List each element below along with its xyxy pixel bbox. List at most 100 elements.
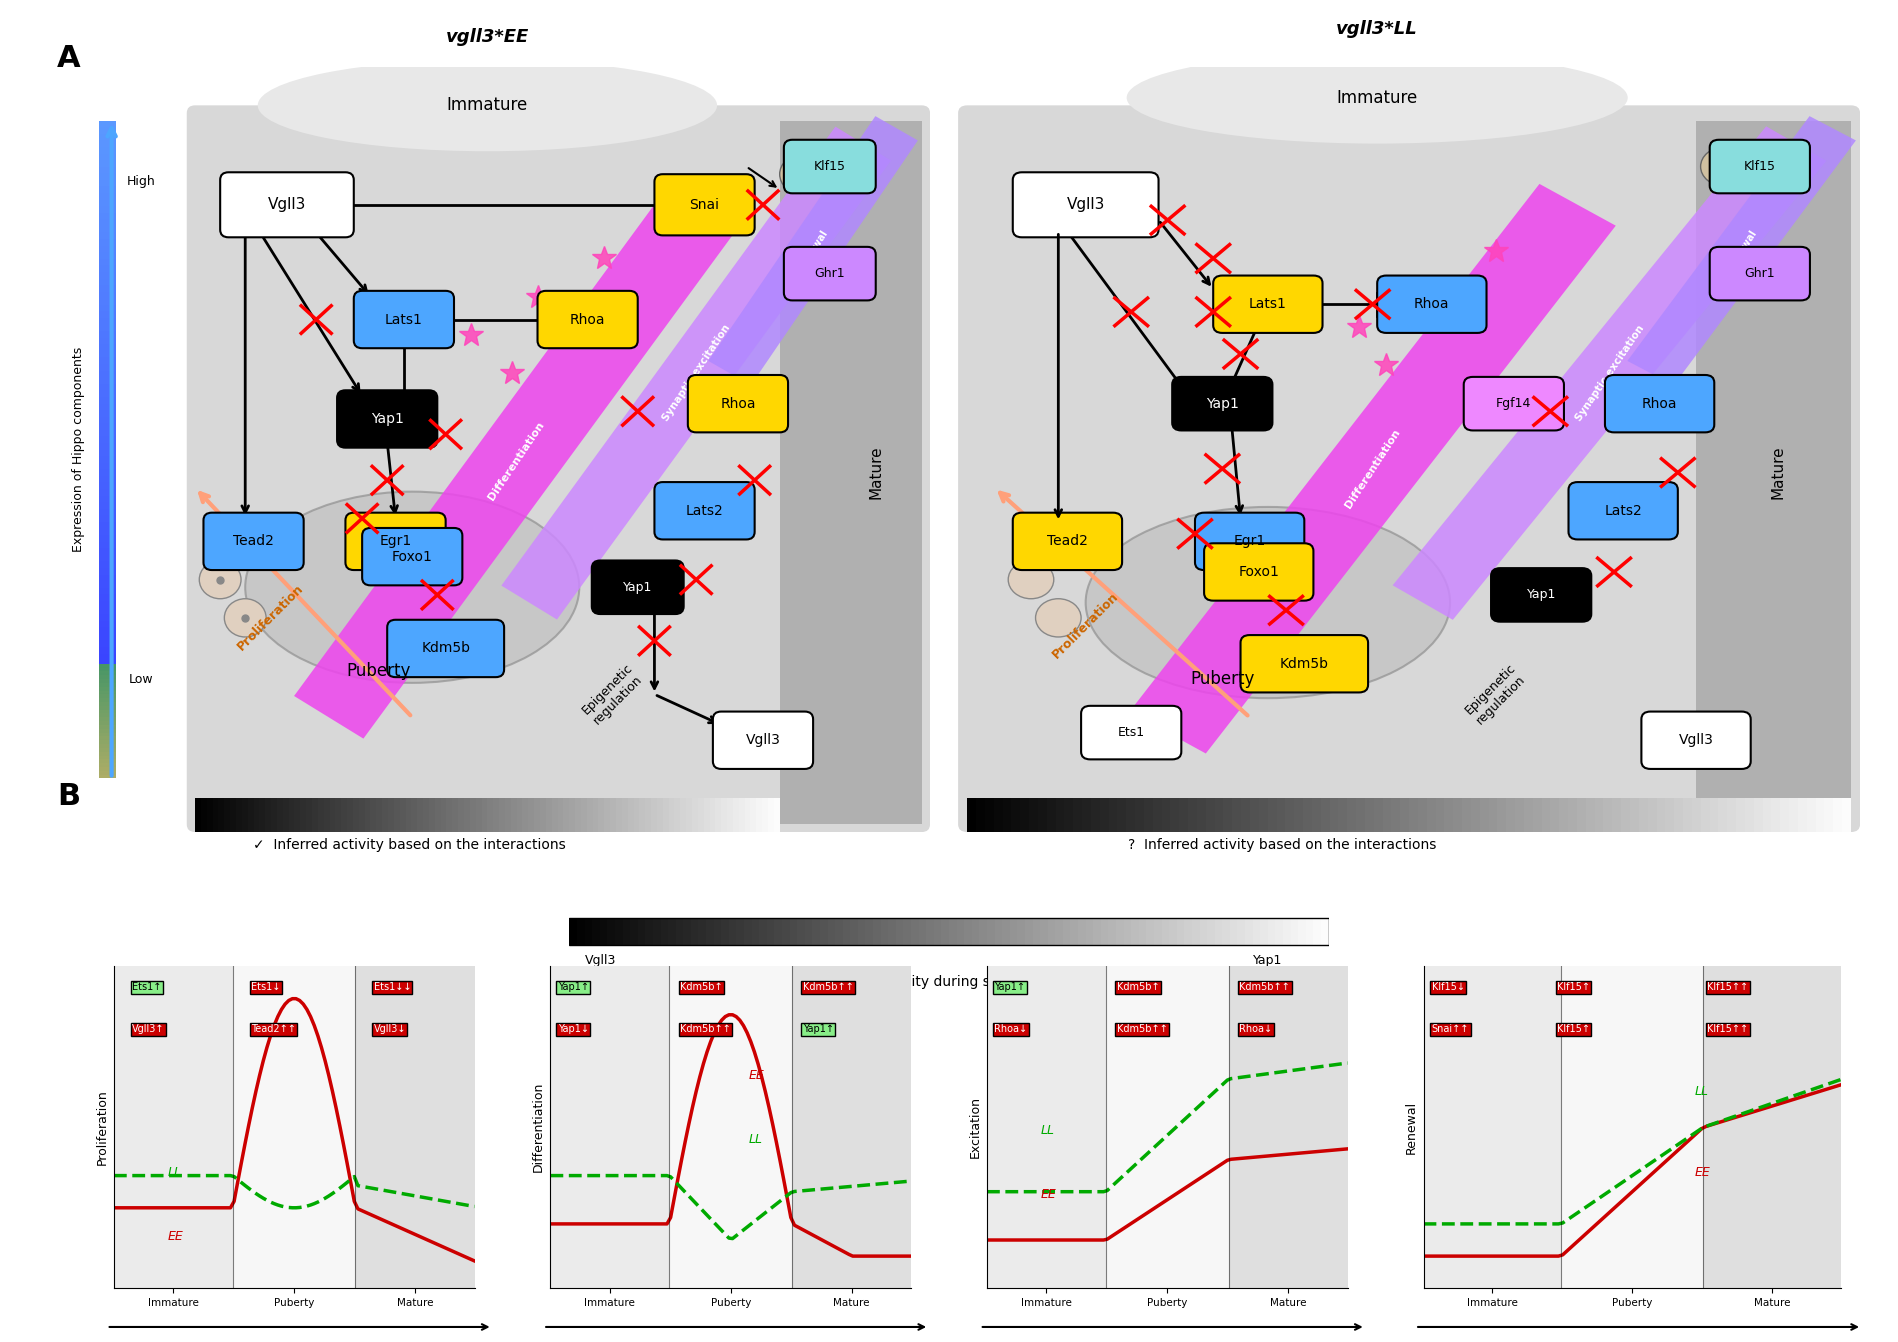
Bar [1312,797,1321,832]
FancyBboxPatch shape [1492,568,1591,621]
Bar [99,325,116,331]
Text: Lats1: Lats1 [1249,297,1287,311]
Bar [440,797,446,832]
Bar [1294,797,1304,832]
Text: Vgll3: Vgll3 [268,197,306,212]
Bar [693,797,698,832]
Bar [99,764,116,768]
Bar [1833,797,1843,832]
Bar [99,246,116,252]
Bar [99,729,116,733]
Bar [99,588,116,595]
Text: Vgll3↑: Vgll3↑ [131,1024,165,1035]
Text: Rhoa↓: Rhoa↓ [995,1024,1027,1035]
Bar [575,797,581,832]
LL [281,1200,304,1216]
Text: Renewal: Renewal [797,228,829,274]
FancyBboxPatch shape [1378,275,1486,333]
Bar [645,918,653,945]
Bar [763,797,769,832]
Text: Kdm5b: Kdm5b [1279,656,1329,671]
Bar [99,522,116,529]
Bar [1012,797,1021,832]
Bar [934,918,941,945]
Text: Yap1↑: Yap1↑ [803,1024,833,1035]
Bar [241,797,249,832]
FancyBboxPatch shape [220,172,353,238]
LL [463,1198,486,1215]
Bar [99,554,116,561]
Bar [353,797,359,832]
Text: Yap1↓: Yap1↓ [558,1024,588,1035]
Text: Yap1: Yap1 [1205,397,1239,411]
Bar [99,694,116,698]
Polygon shape [1393,126,1826,620]
Bar [370,797,376,832]
Bar [547,797,552,832]
Bar [99,549,116,554]
Bar [552,797,558,832]
Bar [1790,797,1797,832]
Bar [99,259,116,266]
FancyBboxPatch shape [537,291,638,348]
Bar [1524,797,1534,832]
Bar [359,797,364,832]
Bar [949,918,957,945]
Bar [1040,918,1048,945]
FancyBboxPatch shape [345,513,446,570]
Bar [1002,918,1010,945]
Bar [336,797,342,832]
Bar [99,515,116,522]
Bar [1162,918,1169,945]
Bar [1304,797,1312,832]
Bar [99,232,116,239]
FancyBboxPatch shape [1710,247,1811,301]
Text: A: A [57,44,80,72]
Bar [987,966,1107,1288]
Bar [99,160,116,166]
Bar [418,797,423,832]
Text: ?  Inferred activity based on the interactions: ? Inferred activity based on the interac… [1127,839,1437,852]
Text: LL: LL [1040,1123,1055,1137]
Bar [99,581,116,588]
Bar [1268,797,1277,832]
Bar [1461,797,1471,832]
Bar [1710,797,1718,832]
Bar [99,726,116,733]
Bar [1365,797,1374,832]
EE [281,990,304,1006]
Bar [1703,966,1841,1288]
Text: Kdm5b↑↑: Kdm5b↑↑ [1116,1024,1167,1035]
Bar [1843,797,1851,832]
Text: Kdm5b↑: Kdm5b↑ [679,982,723,992]
Bar [1291,918,1298,945]
Bar [1154,918,1162,945]
Bar [812,918,820,945]
FancyBboxPatch shape [1606,374,1714,432]
Ellipse shape [258,59,717,152]
Text: Epigenetic
regulation: Epigenetic regulation [579,662,645,727]
Circle shape [224,599,266,637]
Text: Low: Low [129,672,154,686]
Bar [99,423,116,429]
Bar [476,797,482,832]
Bar [99,686,116,692]
Bar [957,918,964,945]
Bar [586,797,592,832]
Bar [1275,918,1283,945]
Bar [769,797,774,832]
Bar [213,797,218,832]
Bar [395,797,400,832]
Bar [1401,797,1408,832]
Bar [99,416,116,423]
Bar [1568,797,1577,832]
Polygon shape [780,121,922,824]
Bar [387,797,395,832]
Bar [528,797,533,832]
Bar [1321,797,1329,832]
Bar [668,918,676,945]
Bar [99,615,116,620]
Text: Puberty: Puberty [347,663,412,680]
Bar [1562,966,1703,1288]
LL [292,1198,315,1215]
